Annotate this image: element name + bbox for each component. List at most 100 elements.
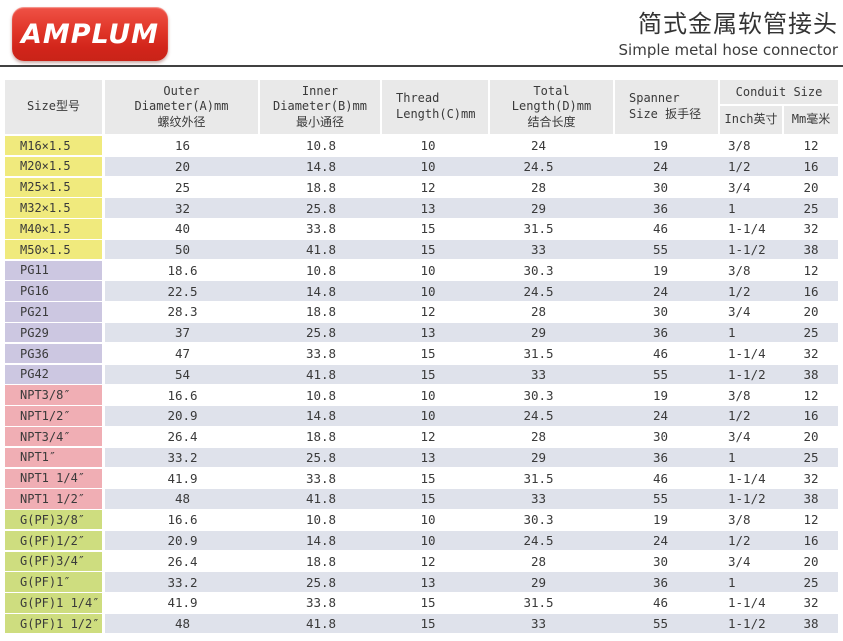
table-row: G(PF)1″ 33.2 25.8 13 29 36 1 25	[5, 572, 838, 592]
value-cell: 14.8	[305, 158, 337, 174]
value-cell: 33.8	[305, 221, 337, 237]
value-cell: 12	[420, 179, 436, 195]
value-cell: 14.8	[305, 408, 337, 424]
size-cell: PG36	[5, 343, 105, 364]
value-cell: 15	[420, 470, 436, 486]
value-cell: 24	[530, 138, 547, 154]
row-values: 48 41.8 15 33 55 1-1/2 38	[105, 489, 838, 509]
table-row: M16×1.5 16 10.8 10 24 19 3/8 12	[5, 136, 838, 156]
header-thread-length: Thread Length(C)mm	[382, 80, 490, 134]
value-cell: 24.5	[523, 158, 554, 174]
value-cell: 10	[420, 408, 436, 424]
value-cell: 24	[652, 158, 669, 174]
value-cell: 20	[174, 158, 191, 174]
page-title-english: Simple metal hose connector	[618, 41, 838, 59]
value-cell: 16	[803, 158, 819, 174]
row-values: 33.2 25.8 13 29 36 1 25	[105, 572, 838, 592]
table-row: NPT3/8″ 16.6 10.8 10 30.3 19 3/8 12	[5, 385, 838, 405]
row-values: 26.4 18.8 12 28 30 3/4 20	[105, 427, 838, 446]
value-cell: 3/8	[728, 262, 751, 278]
value-cell: 16	[803, 283, 819, 299]
value-cell: 24	[652, 533, 669, 549]
row-values: 50 41.8 15 33 55 1-1/2 38	[105, 239, 838, 260]
size-cell: NPT1/2″	[5, 406, 105, 426]
value-cell: 20.9	[167, 408, 198, 424]
value-cell: 25.8	[305, 200, 337, 216]
value-cell: 3/4	[728, 429, 751, 445]
value-cell: 16	[803, 408, 819, 424]
value-cell: 10.8	[305, 512, 337, 528]
value-cell: 12	[420, 429, 436, 445]
value-cell: 20	[803, 553, 819, 569]
value-cell: 1-1/2	[728, 242, 766, 258]
value-cell: 16.6	[167, 387, 198, 403]
value-cell: 31.5	[523, 346, 554, 361]
value-cell: 25	[803, 449, 819, 465]
row-values: 20.9 14.8 10 24.5 24 1/2 16	[105, 406, 838, 426]
value-cell: 24	[652, 283, 669, 299]
table-row: M40×1.5 40 33.8 15 31.5 46 1-1/4 32	[5, 219, 838, 239]
value-cell: 41.9	[167, 470, 198, 486]
row-values: 41.9 33.8 15 31.5 46 1-1/4 32	[105, 469, 838, 488]
value-cell: 48	[174, 616, 191, 632]
row-values: 32 25.8 13 29 36 1 25	[105, 198, 838, 218]
value-cell: 19	[652, 387, 669, 403]
value-cell: 33	[530, 616, 547, 632]
value-cell: 12	[803, 138, 819, 154]
value-cell: 12	[420, 304, 436, 320]
table-row: M25×1.5 25 18.8 12 28 30 3/4 20	[5, 177, 838, 197]
value-cell: 38	[803, 366, 819, 382]
value-cell: 22.5	[167, 283, 198, 299]
value-cell: 3/8	[728, 512, 751, 528]
value-cell: 20.9	[167, 533, 198, 549]
value-cell: 3/4	[728, 179, 751, 195]
value-cell: 19	[652, 512, 669, 528]
value-cell: 15	[420, 491, 436, 507]
value-cell: 28.3	[167, 304, 198, 320]
value-cell: 33.2	[167, 574, 198, 590]
value-cell: 29	[530, 325, 547, 341]
value-cell: 24.5	[523, 533, 554, 549]
value-cell: 33	[530, 366, 547, 382]
value-cell: 10	[420, 262, 436, 278]
value-cell: 46	[652, 595, 669, 611]
row-values: 20.9 14.8 10 24.5 24 1/2 16	[105, 530, 838, 551]
value-cell: 32	[803, 346, 819, 361]
size-cell: M25×1.5	[5, 177, 105, 197]
table-row: G(PF)1 1/4″ 41.9 33.8 15 31.5 46 1-1/4 32	[5, 593, 838, 613]
size-cell: G(PF)1 1/2″	[5, 613, 105, 634]
value-cell: 28	[530, 304, 547, 320]
table-row: PG29 37 25.8 13 29 36 1 25	[5, 323, 838, 343]
row-values: 16.6 10.8 10 30.3 19 3/8 12	[105, 385, 838, 404]
value-cell: 24.5	[523, 408, 554, 424]
header-conduit-mm: Mm毫米	[784, 106, 838, 134]
value-cell: 41.8	[305, 616, 337, 632]
value-cell: 10.8	[305, 387, 337, 403]
value-cell: 10	[420, 533, 436, 549]
value-cell: 31.5	[523, 595, 554, 611]
header-spanner-size: Spanner Size 扳手径	[615, 80, 720, 134]
value-cell: 3/8	[728, 387, 751, 403]
value-cell: 38	[803, 491, 819, 507]
value-cell: 55	[652, 242, 669, 258]
size-cell: PG16	[5, 281, 105, 301]
value-cell: 24.5	[523, 283, 554, 299]
value-cell: 28	[530, 429, 547, 445]
value-cell: 1-1/4	[728, 470, 766, 486]
value-cell: 25	[803, 200, 819, 216]
value-cell: 41.8	[305, 366, 337, 382]
table-row: NPT3/4″ 26.4 18.8 12 28 30 3/4 20	[5, 426, 838, 447]
value-cell: 13	[420, 449, 436, 465]
value-cell: 18.6	[167, 262, 198, 278]
size-cell: G(PF)1″	[5, 572, 105, 592]
table-row: PG42 54 41.8 15 33 55 1-1/2 38	[5, 364, 838, 384]
value-cell: 18.8	[305, 553, 337, 569]
size-cell: PG11	[5, 260, 105, 281]
page-title-chinese: 简式金属软管接头	[638, 10, 838, 38]
table-row: G(PF)1 1/2″ 48 41.8 15 33 55 1-1/2 38	[5, 613, 838, 634]
value-cell: 33	[530, 242, 547, 258]
value-cell: 28	[530, 179, 547, 195]
row-values: 40 33.8 15 31.5 46 1-1/4 32	[105, 219, 838, 238]
value-cell: 10	[420, 283, 436, 299]
value-cell: 30	[652, 553, 669, 569]
